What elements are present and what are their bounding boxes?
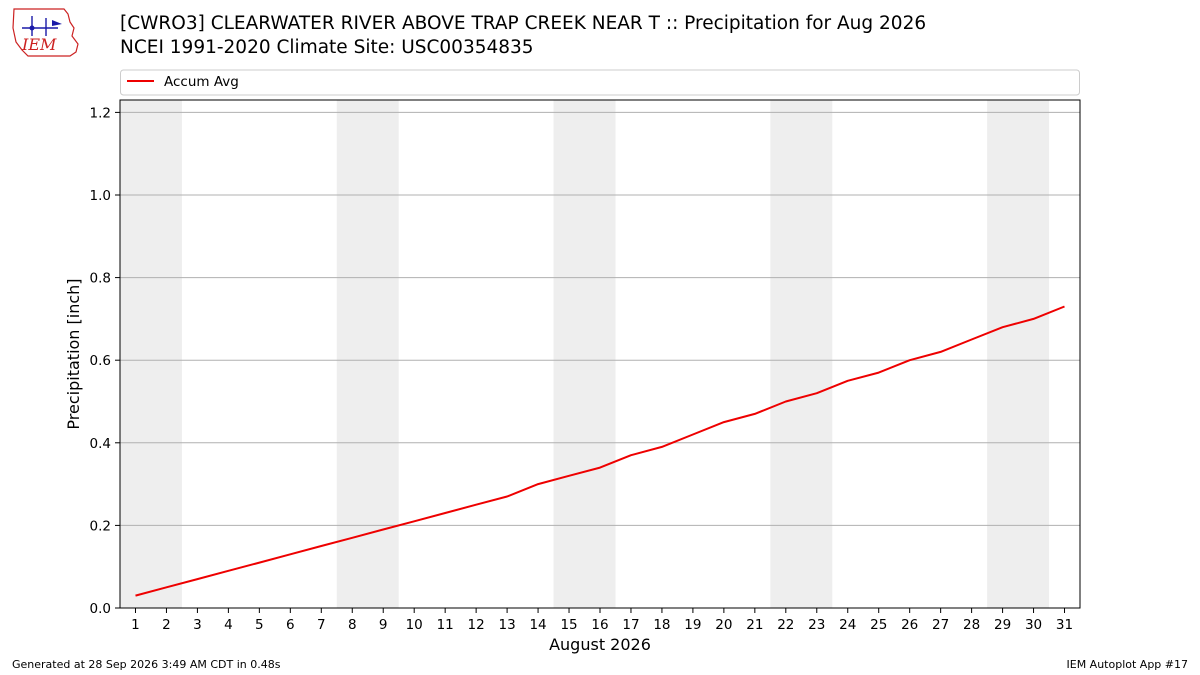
x-tick-label-27: 27 [932, 617, 949, 633]
logo-text: IEM [21, 35, 57, 54]
y-axis-label: Precipitation [inch] [64, 278, 83, 429]
weekend-band-8 [336, 100, 399, 608]
x-tick-label-12: 12 [468, 617, 485, 633]
x-tick-label-2: 2 [162, 617, 171, 633]
x-tick-label-4: 4 [224, 617, 233, 633]
app-footer: IEM Autoplot App #17 [1066, 658, 1189, 671]
chart-subtitle: NCEI 1991-2020 Climate Site: USC00354835 [120, 37, 534, 58]
x-axis-label: August 2026 [549, 635, 651, 654]
x-tick-label-21: 21 [746, 617, 763, 633]
x-axis-ticks: 1 2 3 4 5 6 7 8 9 10 11 12 13 14 15 16 17 18 19 20 21 22 23 24 2… [131, 608, 1073, 633]
y-tick-label-6: 1.2 [90, 105, 111, 121]
y-tick-label-3: 0.6 [90, 353, 111, 369]
chart-title: [CWRO3] CLEARWATER RIVER ABOVE TRAP CREE… [120, 13, 927, 34]
series-line-accum-avg [135, 305, 1065, 597]
y-tick-label-0: 0.0 [90, 601, 111, 617]
x-tick-label-26: 26 [901, 617, 918, 633]
y-tick-label-1: 0.2 [90, 518, 111, 534]
x-tick-label-14: 14 [529, 617, 546, 633]
y-tick-label-4: 0.8 [90, 271, 111, 287]
x-tick-label-16: 16 [591, 617, 608, 633]
weekend-band-22 [770, 100, 833, 608]
x-tick-label-1: 1 [131, 617, 140, 633]
grid-lines [120, 111, 1080, 609]
x-tick-label-24: 24 [839, 617, 856, 633]
y-tick-label-5: 1.0 [90, 188, 111, 204]
weekend-bands [120, 100, 1050, 608]
x-tick-label-18: 18 [653, 617, 670, 633]
x-tick-label-15: 15 [560, 617, 577, 633]
legend-label-accum-avg: Accum Avg [164, 74, 239, 90]
x-tick-label-6: 6 [286, 617, 295, 633]
legend-box [120, 69, 1080, 96]
plot-frame [119, 99, 1081, 609]
weekend-band-15 [553, 100, 616, 608]
x-tick-label-20: 20 [715, 617, 732, 633]
x-tick-label-11: 11 [437, 617, 454, 633]
x-tick-label-17: 17 [622, 617, 639, 633]
x-tick-label-10: 10 [406, 617, 423, 633]
x-tick-label-9: 9 [379, 617, 388, 633]
weekend-band-1 [120, 100, 182, 608]
iem-logo: IEM [12, 8, 79, 57]
x-tick-label-30: 30 [1025, 617, 1042, 633]
x-tick-label-13: 13 [499, 617, 516, 633]
x-tick-label-19: 19 [684, 617, 701, 633]
x-tick-label-5: 5 [255, 617, 264, 633]
x-tick-label-7: 7 [317, 617, 326, 633]
x-tick-label-29: 29 [994, 617, 1011, 633]
y-axis-ticks: 0.0 0.2 0.4 0.6 0.8 1.0 1.2 [90, 105, 120, 617]
x-tick-label-25: 25 [870, 617, 887, 633]
weekend-band-29 [987, 100, 1050, 608]
y-tick-label-2: 0.4 [90, 436, 111, 452]
x-tick-label-22: 22 [777, 617, 794, 633]
x-tick-label-3: 3 [193, 617, 202, 633]
x-tick-label-8: 8 [348, 617, 357, 633]
generated-footer: Generated at 28 Sep 2026 3:49 AM CDT in … [12, 658, 281, 671]
x-tick-label-23: 23 [808, 617, 825, 633]
series-layer [135, 305, 1065, 597]
legend: Accum Avg [120, 69, 1080, 96]
x-tick-label-31: 31 [1056, 617, 1073, 633]
x-tick-label-28: 28 [963, 617, 980, 633]
